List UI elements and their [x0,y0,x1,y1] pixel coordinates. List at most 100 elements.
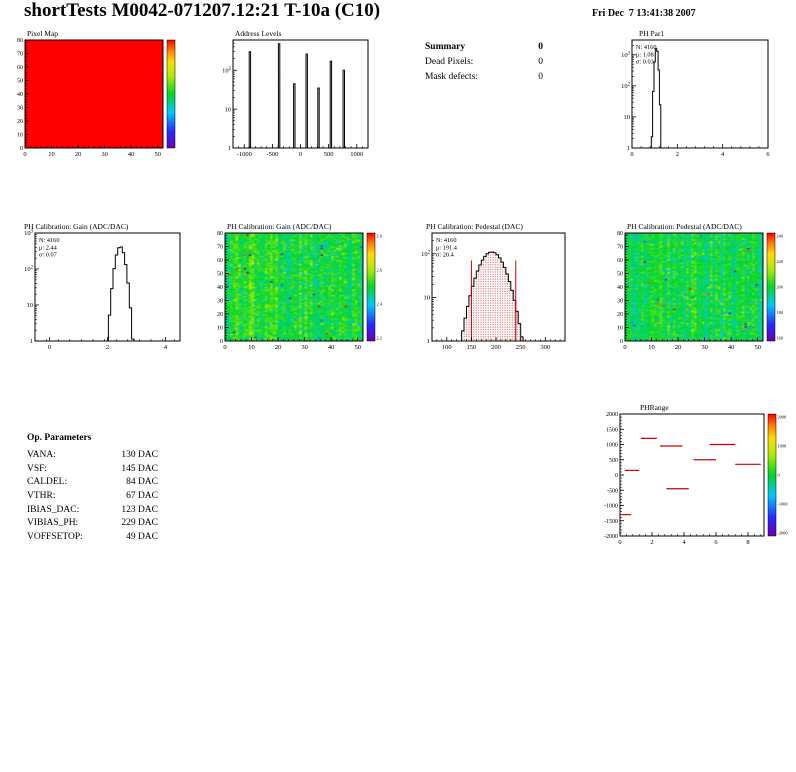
svg-text:2.6: 2.6 [377,268,383,273]
svg-text:8: 8 [746,539,749,546]
svg-text:10: 10 [217,326,223,332]
svg-text:2: 2 [650,539,653,546]
svg-text:μ: 191.4: μ: 191.4 [436,244,458,251]
svg-text:40: 40 [617,285,623,291]
svg-text:50: 50 [17,79,23,85]
summary-panel: Summary 0 Dead Pixels: 0 Mask defects: 0 [425,42,543,86]
param-row: VTHR: 67 DAC [27,491,158,501]
svg-text:102: 102 [222,67,232,75]
svg-text:2000: 2000 [606,412,618,418]
svg-text:2: 2 [106,344,109,351]
svg-text:80: 80 [17,38,23,44]
pedestal-map-canvas [625,233,763,341]
svg-text:1500: 1500 [606,427,618,433]
svg-text:2: 2 [676,151,679,158]
svg-text:200: 200 [491,344,501,351]
svg-text:103: 103 [24,230,34,238]
svg-text:4: 4 [164,344,168,351]
svg-text:60: 60 [17,65,23,71]
param-label-vana: VANA: [27,450,56,460]
param-value-vthr: 67 DAC [126,491,158,502]
svg-text:1: 1 [30,338,33,345]
svg-text:200: 200 [777,285,783,290]
svg-text:180: 180 [777,310,783,315]
svg-text:10: 10 [424,295,431,302]
summary-row: Dead Pixels: 0 [425,57,543,67]
param-row: VSF: 145 DAC [27,464,158,474]
svg-text:N: 4160: N: 4160 [39,237,59,244]
svg-text:30: 30 [101,151,108,158]
gain-histogram-chart: 0 2 4 1 10 102 103 PH Calibration: Gain (ADC/DA… [10,218,210,354]
svg-text:30: 30 [217,299,223,305]
ph-par1-chart: 0 2 4 6 1 10 102 103 PH Par1 N: 4160 μ: 1.08 σ: 0.0… [605,26,795,160]
timestamp: Fri Dec 7 13:41:38 2007 [592,8,696,19]
svg-text:80: 80 [617,231,623,237]
svg-text:0: 0 [778,473,780,478]
svg-text:102: 102 [421,251,431,259]
svg-text:40: 40 [17,92,23,98]
param-value-voffsetop: 49 DAC [126,532,158,543]
param-label-caldel: CALDEL: [27,477,68,488]
svg-text:70: 70 [217,245,223,251]
op-parameters-panel: Op. Parameters VANA: 130 DAC VSF: 145 DA… [27,433,158,546]
gain-map-chart: 0 10 20 30 40 50 0 10 20 30 40 50 60 70 80 PH Calibrati… [210,218,388,354]
mask-defects-value: 0 [538,71,543,82]
svg-text:20: 20 [617,312,623,318]
svg-text:σ: 0.07: σ: 0.07 [39,252,57,259]
svg-text:PH Par1: PH Par1 [639,29,664,38]
svg-text:100: 100 [442,344,452,351]
svg-text:10: 10 [27,302,34,309]
summary-title: Summary [425,42,466,52]
svg-text:500: 500 [609,458,618,464]
svg-text:-500: -500 [266,151,278,158]
pixel-map-plot: 0 10 20 30 40 50 0 10 20 30 40 50 60 70 80 Pixel Map [17,29,176,158]
pixel-map-canvas [25,40,163,148]
svg-text:240: 240 [777,234,783,239]
pedestal-map-chart: 0 10 20 30 40 50 0 10 20 30 40 50 60 70 80 PH Calibrati… [610,218,796,354]
svg-text:40: 40 [728,344,735,351]
svg-text:160: 160 [777,336,783,341]
svg-text:102: 102 [24,266,34,274]
svg-text:-2000: -2000 [778,531,788,536]
svg-text:-1000: -1000 [237,151,252,158]
param-row: CALDEL: 84 DAC [27,477,158,487]
dead-pixels-label: Dead Pixels: [425,56,474,67]
svg-text:0: 0 [615,473,618,479]
svg-text:1000: 1000 [778,444,787,449]
param-row: IBIAS_DAC: 123 DAC [27,505,158,515]
pedestal-histogram-chart: 100 150 200 250 300 1 10 102 PH Calibration: Ped… [415,218,580,354]
svg-text:PH Calibration: Gain (ADC/DAC): PH Calibration: Gain (ADC/DAC) [227,222,332,231]
svg-text:50: 50 [154,151,161,158]
svg-text:40: 40 [328,344,335,351]
svg-text:250: 250 [516,344,526,351]
svg-text:0: 0 [23,151,26,158]
svg-text:-2000: -2000 [604,534,618,540]
param-row: VANA: 130 DAC [27,450,158,460]
summary-total-value: 0 [538,42,543,52]
svg-text:60: 60 [217,258,223,264]
param-label-vibias: VIBIAS_PH: [27,518,79,529]
svg-text:10: 10 [17,133,23,139]
svg-text:1: 1 [427,338,430,345]
svg-text:40: 40 [217,285,223,291]
svg-text:PHRange: PHRange [640,403,669,412]
svg-text:μ: 2.44: μ: 2.44 [39,244,58,251]
svg-text:-1000: -1000 [604,504,618,510]
param-value-vsf: 145 DAC [121,463,158,474]
svg-text:40: 40 [128,151,134,158]
svg-text:20: 20 [17,119,23,125]
svg-text:1: 1 [627,145,630,152]
svg-text:10: 10 [48,151,55,158]
svg-text:10: 10 [617,326,623,332]
svg-text:20: 20 [675,344,682,351]
address-levels-plot: -1000 -500 0 500 1000 1 10 102 Address Levels [222,29,369,158]
mask-defects-label: Mask defects: [425,71,479,82]
svg-text:PH Calibration: Pedestal (ADC/: PH Calibration: Pedestal (ADC/DAC) [627,222,742,231]
op-parameters-title: Op. Parameters [27,433,92,443]
svg-text:60: 60 [617,258,623,264]
svg-text:30: 30 [301,344,308,351]
ph-range-chart: 0 2 4 6 8 2000 1500 1000 500 0 -500 -1000 -1500 -2000… [595,396,796,550]
svg-text:220: 220 [777,259,783,264]
